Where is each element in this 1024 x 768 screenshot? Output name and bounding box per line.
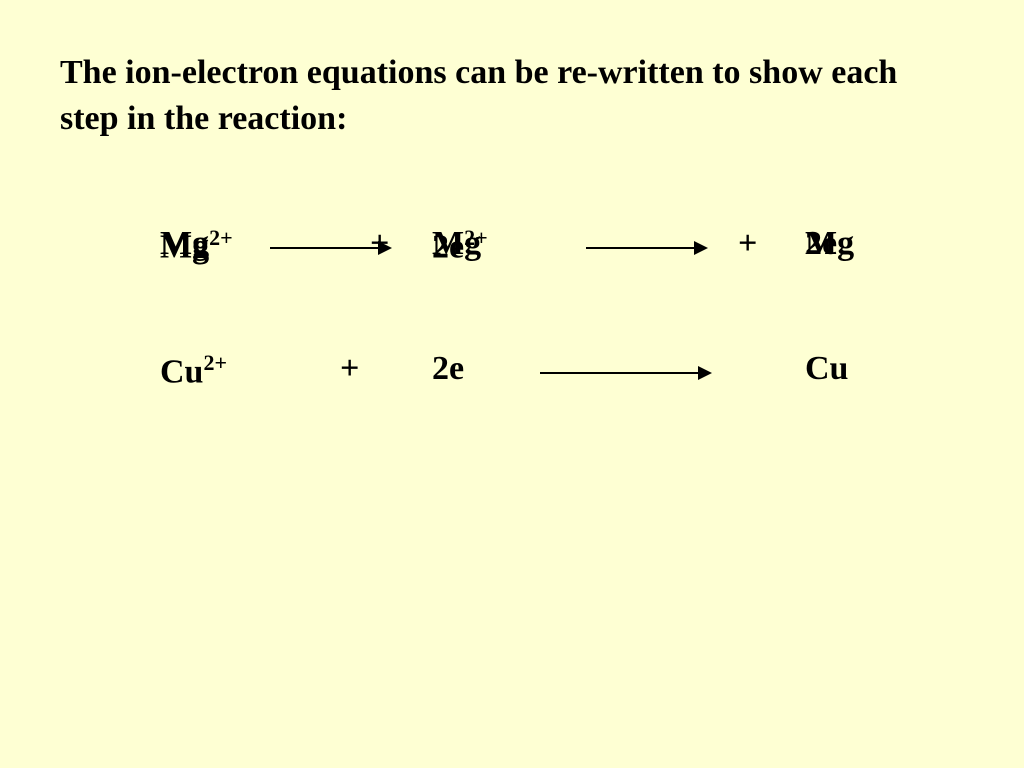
arrow-icon [270,247,390,249]
eq2-term1: Cu2+ [160,350,227,391]
eq2-term3: 2e [432,350,464,388]
arrow-icon [586,247,706,249]
eq2-term5: Cu [805,350,848,388]
slide: The ion-electron equations can be re-wri… [0,0,1024,768]
eq1a-plus: + [738,225,757,263]
eq1b-term5: Mg [805,225,854,263]
eq2-plus: + [340,350,359,388]
eq1b-term3: 2e2+ [432,225,488,266]
arrow-icon [540,372,710,374]
eq1b-term1: Mg2+ [160,225,233,266]
slide-title: The ion-electron equations can be re-wri… [60,50,960,142]
